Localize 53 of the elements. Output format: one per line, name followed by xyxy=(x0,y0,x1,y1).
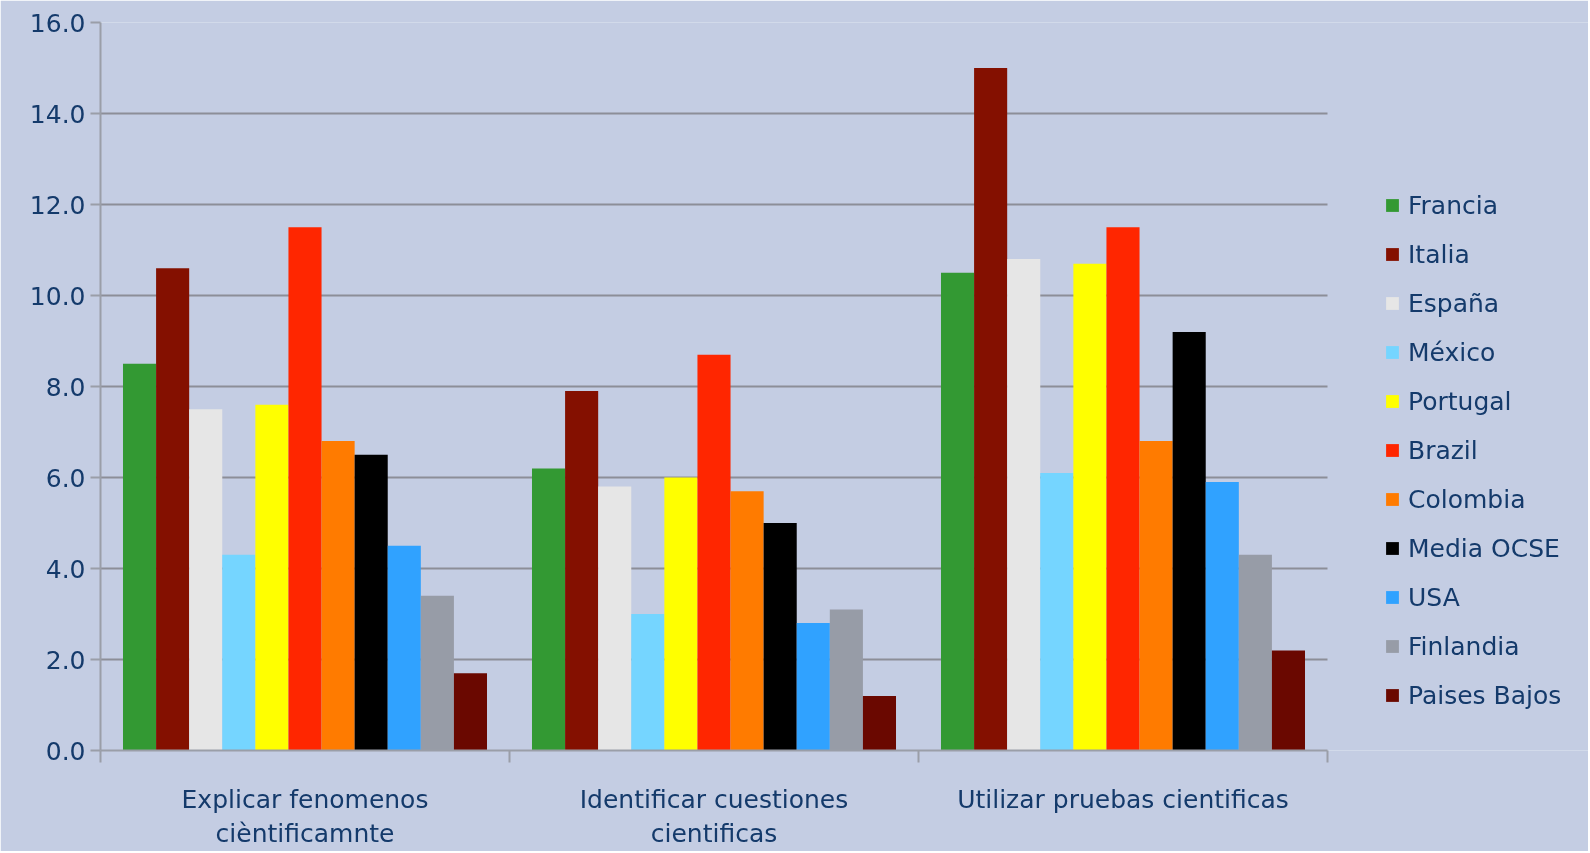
bar xyxy=(1106,227,1140,751)
bar xyxy=(354,454,388,751)
legend-label: Colombia xyxy=(1408,484,1526,514)
bar xyxy=(1271,650,1306,751)
bar xyxy=(189,409,223,751)
legend-label: Finlandia xyxy=(1408,631,1520,661)
bar xyxy=(1172,331,1206,751)
legend-label: Paises Bajos xyxy=(1408,680,1562,710)
bar xyxy=(796,623,830,751)
x-tick-label: Explicar fenomenos cièntificamnte xyxy=(181,784,429,849)
bar xyxy=(730,491,764,751)
legend-label: México xyxy=(1408,337,1496,367)
bar xyxy=(974,68,1008,751)
bar xyxy=(453,673,487,751)
bar xyxy=(598,486,632,751)
y-tick-label: 0.0 xyxy=(45,736,86,766)
bar xyxy=(321,441,355,751)
bar xyxy=(531,468,566,751)
y-tick-label: 10.0 xyxy=(29,281,86,311)
legend-label: USA xyxy=(1408,582,1460,612)
bar xyxy=(288,227,322,751)
bar xyxy=(940,272,975,751)
bar xyxy=(565,391,599,751)
bar xyxy=(697,354,731,751)
bar xyxy=(1040,472,1074,751)
bar xyxy=(1007,259,1041,751)
y-tick-label: 8.0 xyxy=(45,372,86,402)
y-tick-label: 12.0 xyxy=(29,190,86,220)
legend-label: Brazil xyxy=(1408,435,1478,465)
legend-label: Francia xyxy=(1408,190,1499,220)
y-tick-label: 14.0 xyxy=(29,99,86,129)
x-tick-label: Utilizar pruebas cientificas xyxy=(957,784,1289,814)
bar xyxy=(1073,263,1107,751)
bar xyxy=(222,554,256,751)
x-tick-label: Identificar cuestiones cientificas xyxy=(579,784,849,849)
legend-label: España xyxy=(1408,288,1500,318)
bar xyxy=(387,545,421,751)
y-tick-label: 2.0 xyxy=(45,645,86,675)
bar xyxy=(255,404,289,751)
bar xyxy=(1139,441,1173,751)
legend-label: Portugal xyxy=(1408,386,1512,416)
bar xyxy=(631,614,665,751)
bar xyxy=(763,523,797,751)
bar xyxy=(122,363,157,751)
bar xyxy=(156,268,190,751)
bar xyxy=(664,477,698,751)
legend-label: Media OCSE xyxy=(1408,533,1560,563)
y-tick-label: 4.0 xyxy=(45,554,86,584)
y-tick-label: 6.0 xyxy=(45,463,86,493)
legend-label: Italia xyxy=(1408,239,1470,269)
y-tick-label: 16.0 xyxy=(29,8,86,38)
bar xyxy=(1205,482,1239,751)
bar xyxy=(862,695,897,751)
